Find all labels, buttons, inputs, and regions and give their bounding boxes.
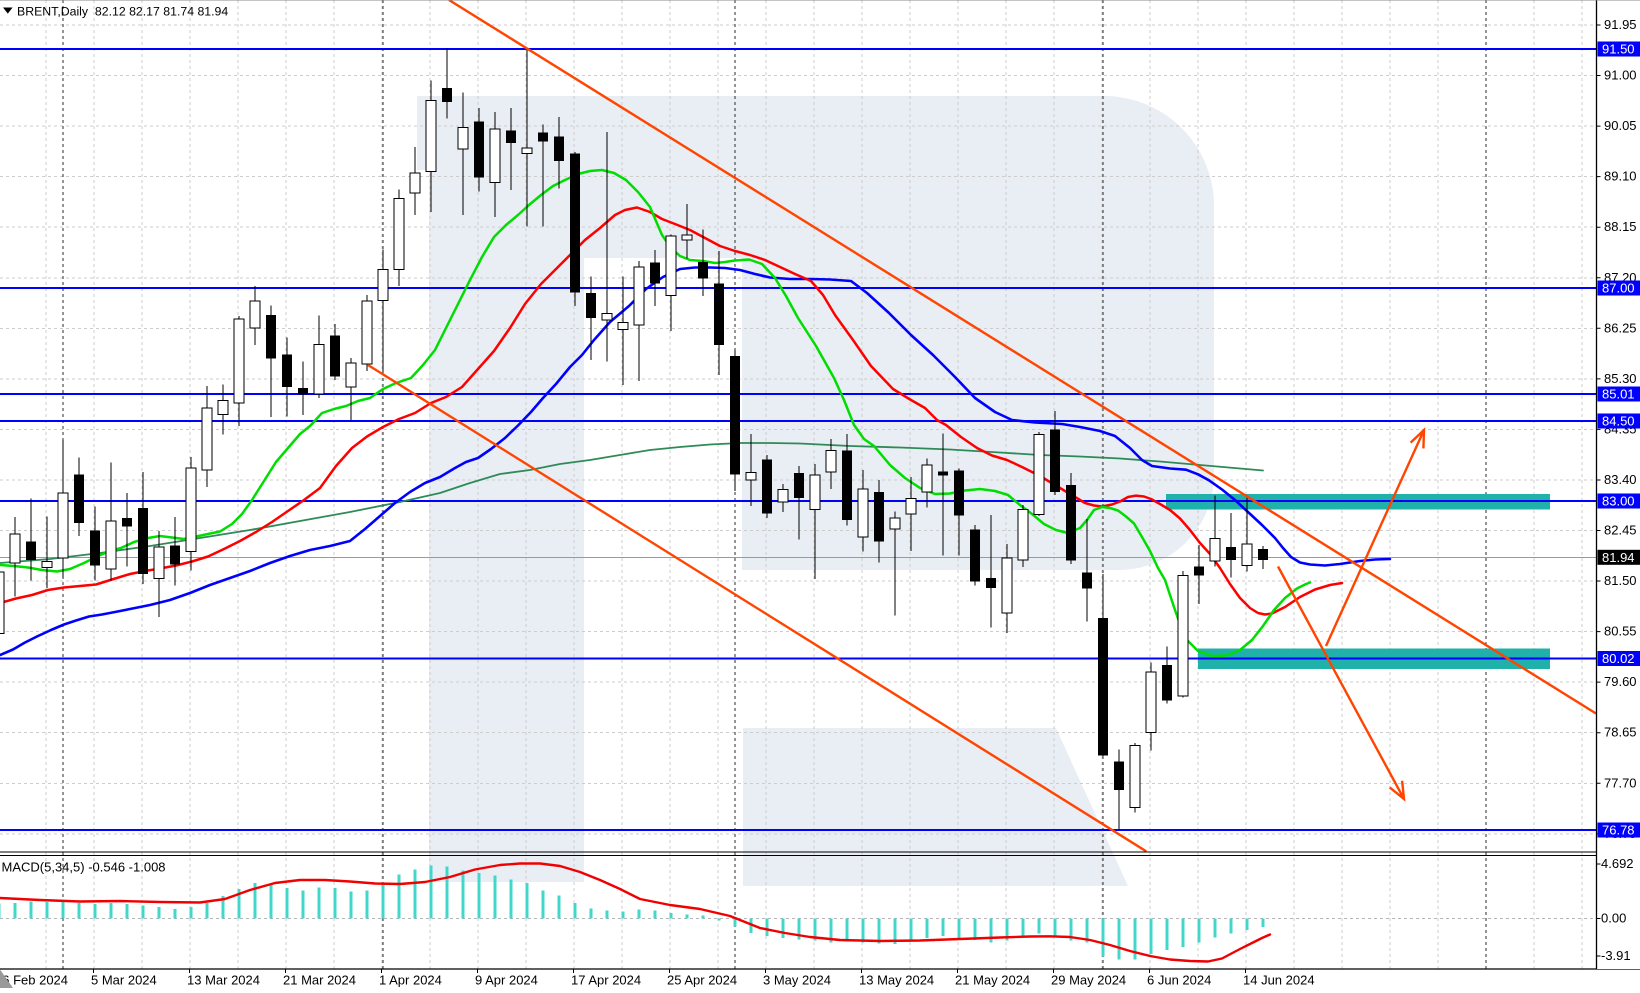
svg-text:BRENT,Daily 82.12 82.17 81.74: BRENT,Daily 82.12 82.17 81.74 81.94 [17,5,228,19]
svg-text:81.94: 81.94 [1602,550,1635,565]
svg-text:14 Jun 2024: 14 Jun 2024 [1243,973,1315,988]
svg-text:1 Apr 2024: 1 Apr 2024 [379,973,442,988]
svg-text:85.30: 85.30 [1604,371,1637,386]
svg-text:21 Mar 2024: 21 Mar 2024 [283,973,356,988]
svg-text:83.00: 83.00 [1602,494,1635,509]
svg-text:91.00: 91.00 [1604,68,1637,83]
svg-text:13 Mar 2024: 13 Mar 2024 [187,973,260,988]
svg-text:6 Jun 2024: 6 Jun 2024 [1147,973,1211,988]
svg-text:80.02: 80.02 [1602,651,1635,666]
svg-text:79.60: 79.60 [1604,674,1637,689]
svg-text:5 Mar 2024: 5 Mar 2024 [91,973,157,988]
svg-text:9 Apr 2024: 9 Apr 2024 [475,973,538,988]
svg-text:85.01: 85.01 [1602,387,1635,402]
svg-text:91.50: 91.50 [1602,42,1635,57]
svg-text:4.692: 4.692 [1601,856,1634,871]
svg-text:82.45: 82.45 [1604,523,1637,538]
svg-text:87.00: 87.00 [1602,281,1635,296]
svg-text:0.00: 0.00 [1601,911,1626,926]
svg-text:91.95: 91.95 [1604,17,1637,32]
svg-text:88.15: 88.15 [1604,219,1637,234]
svg-text:83.40: 83.40 [1604,472,1637,487]
svg-text:MACD(5,34,5) -0.546 -1.008: MACD(5,34,5) -0.546 -1.008 [2,860,166,875]
svg-text:17 Apr 2024: 17 Apr 2024 [571,973,641,988]
svg-text:25 Apr 2024: 25 Apr 2024 [667,973,737,988]
svg-text:21 May 2024: 21 May 2024 [955,973,1030,988]
svg-text:77.70: 77.70 [1604,775,1637,790]
svg-text:13 May 2024: 13 May 2024 [859,973,934,988]
svg-text:86.25: 86.25 [1604,320,1637,335]
svg-text:76.78: 76.78 [1602,823,1635,838]
svg-text:89.10: 89.10 [1604,169,1637,184]
svg-text:84.50: 84.50 [1602,414,1635,429]
svg-text:29 May 2024: 29 May 2024 [1051,973,1126,988]
svg-text:3 May 2024: 3 May 2024 [763,973,831,988]
svg-text:-3.91: -3.91 [1601,948,1631,963]
svg-text:80.55: 80.55 [1604,624,1637,639]
svg-text:78.65: 78.65 [1604,725,1637,740]
svg-text:81.50: 81.50 [1604,573,1637,588]
svg-text:90.05: 90.05 [1604,118,1637,133]
